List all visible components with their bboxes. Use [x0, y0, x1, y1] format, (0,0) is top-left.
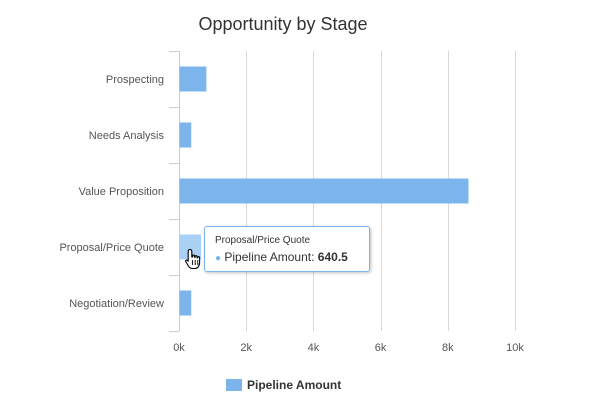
- x-tick-labels: 0k 2k 4k 6k 8k 10k: [173, 342, 524, 354]
- category-labels: Prospecting Needs Analysis Value Propositi…: [59, 74, 164, 310]
- y-axis: [169, 51, 180, 332]
- category-label: Prospecting: [106, 74, 164, 86]
- tick-label: 6k: [375, 342, 387, 354]
- chart-title: Opportunity by Stage: [198, 14, 367, 34]
- bullet-icon: ●: [215, 253, 222, 264]
- tick-label: 0k: [173, 342, 185, 354]
- tooltip-series-label: Pipeline Amount:: [224, 250, 315, 264]
- bar[interactable]: [179, 66, 207, 92]
- bar[interactable]: [179, 234, 202, 260]
- bars[interactable]: [179, 66, 469, 316]
- legend-swatch[interactable]: [226, 379, 242, 391]
- category-label: Negotiation/Review: [69, 298, 164, 310]
- tooltip-row: ● Pipeline Amount: 640.5: [215, 250, 359, 266]
- tooltip-value: 640.5: [317, 250, 348, 264]
- tick-label: 10k: [506, 342, 524, 354]
- category-label: Proposal/Price Quote: [59, 242, 164, 254]
- legend[interactable]: Pipeline Amount: [226, 378, 341, 392]
- legend-label[interactable]: Pipeline Amount: [247, 378, 341, 392]
- category-label: Value Proposition: [79, 186, 164, 198]
- bar[interactable]: [179, 290, 192, 316]
- hand-cursor-icon: [185, 248, 201, 270]
- category-label: Needs Analysis: [89, 130, 165, 142]
- bar[interactable]: [179, 122, 192, 148]
- bar[interactable]: [179, 178, 469, 204]
- tooltip-header: Proposal/Price Quote: [215, 235, 311, 246]
- tick-label: 4k: [308, 342, 320, 354]
- tick-label: 8k: [442, 342, 454, 354]
- tooltip: Proposal/Price Quote ● Pipeline Amount: …: [204, 226, 370, 272]
- tick-label: 2k: [240, 342, 252, 354]
